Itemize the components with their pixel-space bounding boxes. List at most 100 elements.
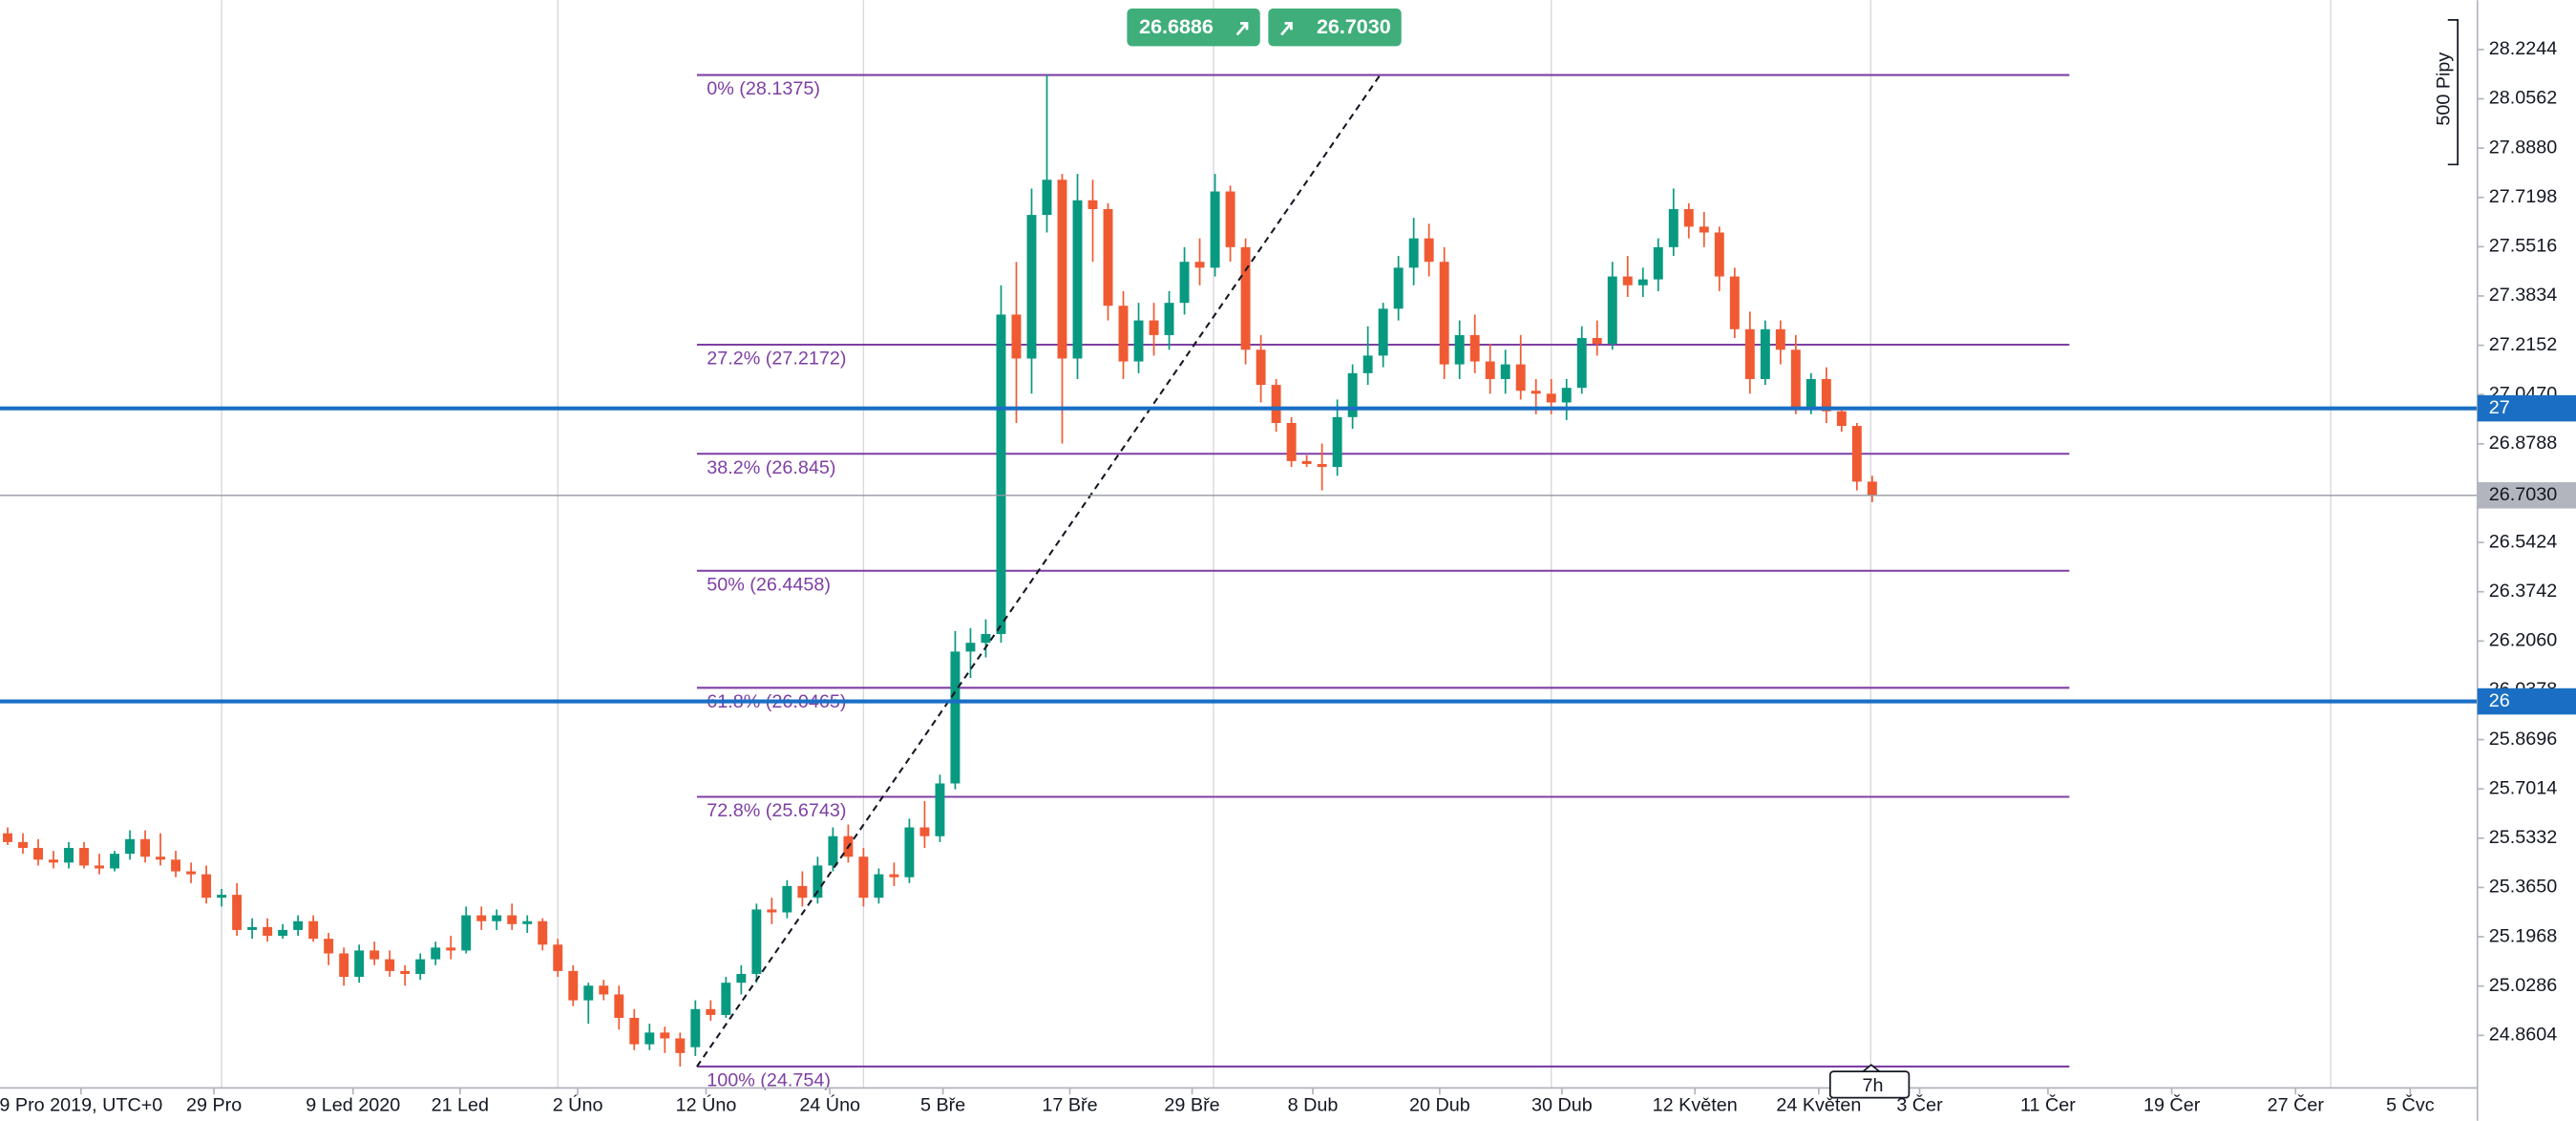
- candle-body: [660, 1032, 670, 1039]
- grid: [221, 0, 2332, 1089]
- candle-body: [140, 838, 151, 857]
- x-tick-label: 3 Čer: [1896, 1093, 1943, 1115]
- marker-caret: [1862, 1064, 1880, 1072]
- candle-body: [874, 874, 884, 899]
- y-tick-label: 27.8880: [2489, 137, 2557, 158]
- candle-body: [797, 885, 808, 899]
- x-tick-label: 19 Čer: [2143, 1093, 2201, 1115]
- buy-price: 26.7030: [1317, 15, 1391, 38]
- y-tick-label: 25.1968: [2489, 925, 2557, 946]
- x-tick-label: 30 Dub: [1531, 1094, 1593, 1115]
- candle-body: [263, 926, 273, 937]
- candle-body: [354, 950, 365, 978]
- sell-button[interactable]: [1127, 8, 1260, 47]
- candle-body: [568, 970, 579, 1001]
- candle-body: [981, 633, 991, 644]
- candle-body: [324, 939, 334, 954]
- candle-body: [1561, 388, 1572, 403]
- marker-box[interactable]: [1828, 1070, 1911, 1099]
- candle-body: [1744, 328, 1755, 379]
- candle-body: [828, 835, 838, 866]
- candle-body: [1668, 208, 1679, 247]
- candle-body: [1531, 391, 1541, 394]
- candle-body: [1118, 306, 1129, 362]
- candle-body: [583, 985, 594, 1001]
- candle-body: [736, 973, 747, 984]
- candle-body: [1469, 334, 1480, 362]
- candle-body: [599, 985, 609, 995]
- y-tick-label: 26.5424: [2489, 531, 2557, 552]
- candle-body: [1714, 232, 1724, 277]
- marker-label: 7h: [1863, 1075, 1884, 1096]
- candle-body: [1378, 308, 1388, 356]
- candle-body: [1240, 246, 1251, 350]
- fib-label: 100% (24.754): [707, 1070, 831, 1091]
- candle-body: [1424, 238, 1434, 263]
- candle-body: [1821, 378, 1831, 412]
- fib-label: 72.8% (25.6743): [707, 800, 846, 821]
- ruler-bracket: [2447, 19, 2459, 166]
- x-tick-label: 29 Bře: [1164, 1094, 1219, 1115]
- candle-body: [171, 859, 181, 872]
- x-tick-label: 21 Led: [432, 1094, 489, 1115]
- candle-body: [1515, 364, 1526, 391]
- candle-body: [1867, 481, 1877, 496]
- candle-body: [1011, 314, 1022, 359]
- candle-body: [1072, 200, 1083, 359]
- candle-body: [476, 915, 487, 921]
- candle-body: [1332, 416, 1342, 468]
- candle-body: [706, 1008, 716, 1015]
- candle-body: [1500, 364, 1510, 379]
- y-tick-label: 25.8696: [2489, 729, 2557, 750]
- candle-body: [125, 838, 136, 855]
- candle-body: [431, 947, 441, 960]
- candle-body: [1607, 276, 1617, 345]
- y-tick-label: 25.3650: [2489, 877, 2557, 898]
- x-tick-label: 5 Bře: [920, 1094, 965, 1115]
- y-tick-label: 26.8788: [2489, 433, 2557, 454]
- horizontal-line-label: 26: [2489, 690, 2510, 711]
- candle-body: [965, 643, 976, 652]
- pip-ruler: 500 Pipy: [2434, 19, 2459, 166]
- candle-body: [629, 1018, 640, 1045]
- candle-body: [492, 915, 502, 921]
- candle-body: [1729, 276, 1740, 329]
- candle-body: [1057, 180, 1067, 359]
- candle-body: [1851, 426, 1862, 482]
- candle-body: [247, 926, 258, 930]
- candle-body: [33, 848, 43, 860]
- arrow-icon: [1280, 21, 1293, 36]
- x-tick-label: 8 Dub: [1288, 1094, 1339, 1115]
- x-tick-label: 24 Úno: [799, 1093, 860, 1115]
- candle-body: [1149, 320, 1159, 335]
- y-tick-label: 25.0286: [2489, 975, 2557, 996]
- overlay: [0, 74, 2478, 1068]
- x-tick-label: 9 Led 2020: [306, 1094, 400, 1115]
- candle-body: [1775, 328, 1785, 350]
- candle-body: [522, 920, 533, 924]
- candle-body: [1133, 320, 1144, 362]
- y-tick-label: 27.3834: [2489, 285, 2557, 306]
- y-tick-label: 28.2244: [2489, 38, 2557, 59]
- candle-body: [1592, 337, 1602, 345]
- y-tick-label: 27.2152: [2489, 334, 2557, 355]
- candle-body: [644, 1032, 655, 1045]
- arrow-icon: [1235, 21, 1249, 36]
- x-tick-label: 12 Květen: [1653, 1094, 1738, 1115]
- price-buttons: 26.6886 26.7030: [1127, 8, 1402, 47]
- candle-body: [446, 947, 456, 951]
- buy-button[interactable]: [1268, 8, 1402, 47]
- x-tick-label: 24 Květen: [1776, 1094, 1861, 1115]
- price-label-box: [2477, 482, 2576, 509]
- candle-body: [415, 959, 426, 974]
- candle-body: [49, 859, 58, 863]
- y-tick-label: 27.7198: [2489, 186, 2557, 207]
- fib-label: 50% (26.4458): [707, 574, 831, 595]
- candle-body: [385, 959, 395, 971]
- axes: 28.2244 28.0562 27.8880 27.7198 27.5516 27.38…: [0, 38, 2576, 1115]
- candle-body: [1210, 191, 1220, 268]
- candle-body: [690, 1008, 701, 1047]
- candle-body: [782, 885, 792, 913]
